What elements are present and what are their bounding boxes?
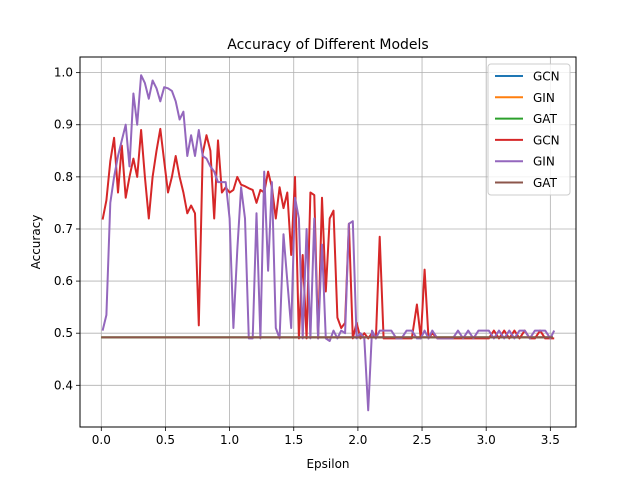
legend: GCN GIN GAT GCN GIN GAT <box>487 63 571 196</box>
x-tick-label: 2.0 <box>348 433 367 447</box>
plot-frame <box>79 56 577 428</box>
legend-label: GCN <box>533 133 560 147</box>
x-tick-label: 1.0 <box>220 433 239 447</box>
legend-label: GIN <box>533 91 555 105</box>
series-lines <box>101 74 556 412</box>
y-tick-label: 0.8 <box>54 170 73 184</box>
x-tick-label: 2.5 <box>412 433 431 447</box>
x-tick-label: 3.0 <box>477 433 496 447</box>
x-tick-label: 3.5 <box>541 433 560 447</box>
legend-label: GIN <box>533 155 555 169</box>
x-tick-label: 0.0 <box>92 433 111 447</box>
y-tick-label: 0.6 <box>54 274 73 288</box>
legend-label: GAT <box>533 176 558 190</box>
y-tick-label: 0.7 <box>54 222 73 236</box>
x-tick-label: 0.5 <box>156 433 175 447</box>
axis-ticks: 0.0 0.5 1.0 1.5 2.0 2.5 3.0 3.5 0.4 0.5 0.6 0.7 0.8 0… <box>54 66 560 447</box>
y-tick-label: 0.5 <box>54 326 73 340</box>
y-tick-label: 0.9 <box>54 118 73 132</box>
x-axis-label: Epsilon <box>306 457 349 471</box>
legend-label: GAT <box>533 112 558 126</box>
legend-box <box>487 63 571 196</box>
y-axis-label: Accuracy <box>29 215 43 270</box>
legend-label: GCN <box>533 70 560 84</box>
y-tick-label: 0.4 <box>54 378 73 392</box>
y-tick-label: 1.0 <box>54 66 73 80</box>
x-tick-label: 1.5 <box>284 433 303 447</box>
chart-title: Accuracy of Different Models <box>227 37 428 53</box>
